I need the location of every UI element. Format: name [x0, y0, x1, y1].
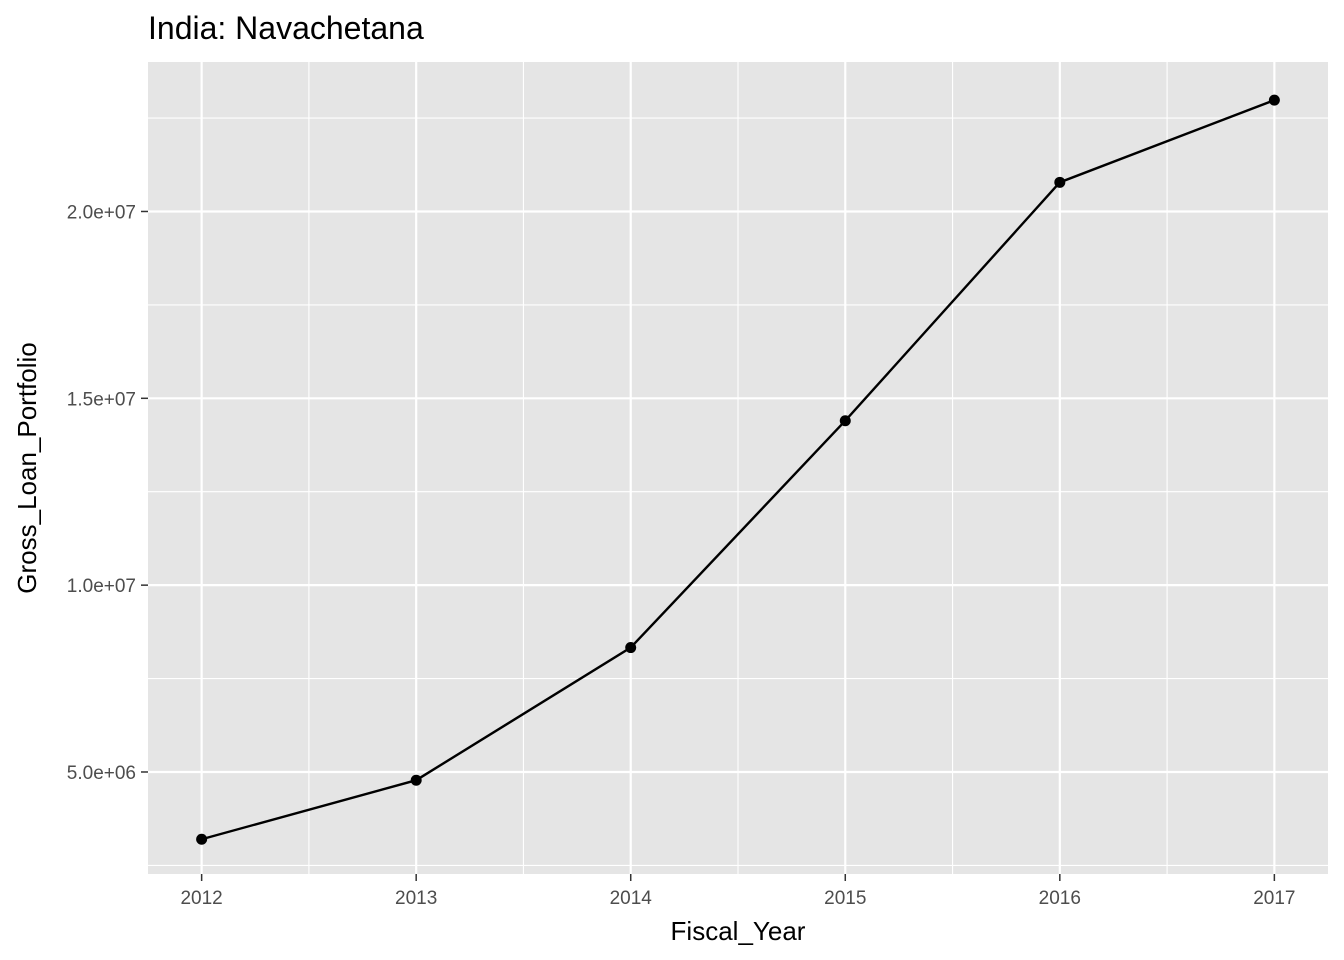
minor-gridlines [148, 62, 1328, 874]
data-point [196, 833, 208, 845]
x-tick-label: 2017 [1253, 888, 1295, 909]
x-tick-label: 2016 [1039, 888, 1081, 909]
y-tick-label: 1.5e+07 [67, 389, 136, 410]
y-axis-title: Gross_Loan_Portfolio [12, 342, 42, 593]
x-tick-label: 2013 [395, 888, 437, 909]
data-points [196, 94, 1280, 845]
series-line [201, 98, 1275, 841]
x-tick-label: 2014 [610, 888, 653, 909]
x-axis-ticks: 2012 2013 2014 2015 2016 2017 [180, 874, 1296, 909]
x-axis-title: Fiscal_Year [671, 916, 806, 946]
x-tick-label: 2012 [180, 888, 222, 909]
data-point [410, 774, 422, 786]
major-gridlines [148, 62, 1328, 874]
y-tick-label: 2.0e+07 [67, 202, 136, 223]
chart-title: India: Navachetana [148, 10, 424, 46]
data-point [1054, 176, 1066, 188]
x-tick-label: 2015 [824, 888, 866, 909]
data-point [625, 642, 637, 654]
y-tick-label: 1.0e+07 [67, 576, 136, 597]
data-point [1268, 94, 1280, 106]
y-tick-label: 5.0e+06 [67, 763, 136, 784]
y-axis-ticks: 5.0e+06 1.0e+07 1.5e+07 2.0e+07 [67, 202, 148, 784]
data-point [839, 415, 851, 427]
